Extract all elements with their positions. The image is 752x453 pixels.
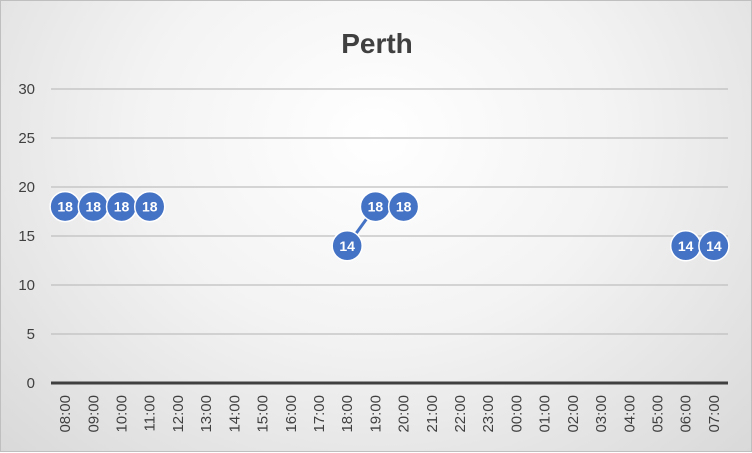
x-tick-label: 19:00: [367, 395, 384, 433]
x-tick-label: 05:00: [649, 395, 666, 433]
gridlines: [51, 88, 728, 335]
data-point-marker: [387, 190, 420, 223]
x-tick-label: 02:00: [565, 395, 582, 433]
data-point: 14: [698, 230, 730, 262]
x-tick-label: 07:00: [706, 395, 723, 433]
x-tick-label: 12:00: [170, 395, 187, 433]
x-tick-label: 17:00: [311, 395, 328, 433]
data-label: 18: [396, 199, 412, 215]
data-label: 14: [678, 238, 694, 254]
data-point: 14: [669, 230, 702, 262]
x-tick-label: 21:00: [424, 395, 441, 433]
data-label: 18: [114, 199, 130, 215]
x-tick-label: 18:00: [339, 395, 356, 433]
y-axis: 0 5 10 15 20 25 30: [18, 81, 35, 392]
data-point: 18: [359, 190, 392, 223]
data-label: 14: [339, 238, 355, 254]
x-tick-label: 11:00: [142, 395, 159, 431]
data-label: 18: [86, 199, 102, 215]
y-tick-label: 5: [27, 326, 35, 343]
x-tick-label: 16:00: [283, 395, 300, 433]
data-point-marker: [133, 190, 166, 223]
data-point: 18: [77, 190, 110, 223]
x-tick-label: 13:00: [198, 395, 215, 433]
x-tick-label: 10:00: [114, 395, 131, 433]
data-point: 18: [105, 190, 138, 223]
x-tick-label: 20:00: [396, 395, 413, 433]
data-point: 18: [49, 190, 81, 223]
x-tick-label: 03:00: [593, 395, 610, 433]
data-point: 18: [133, 190, 166, 223]
data-point-marker: [331, 230, 363, 262]
y-tick-label: 15: [18, 228, 35, 245]
data-label: 18: [142, 199, 158, 215]
x-tick-label: 22:00: [452, 395, 469, 433]
x-tick-label: 01:00: [537, 395, 554, 433]
x-tick-label: 04:00: [621, 395, 638, 433]
x-tick-label: 15:00: [255, 395, 272, 433]
y-tick-label: 25: [18, 130, 35, 147]
data-label: 18: [57, 199, 73, 215]
data-point: 14: [331, 230, 363, 262]
x-tick-label: 08:00: [57, 395, 74, 433]
x-tick-label: 06:00: [678, 395, 695, 433]
data-label: 14: [706, 238, 722, 254]
data-markers: 18 18 18 18 14 18 18 14 14: [49, 190, 730, 262]
y-tick-label: 0: [27, 375, 35, 392]
x-tick-label: 14:00: [226, 395, 243, 433]
x-tick-label: 00:00: [508, 395, 525, 433]
chart-title: Perth: [341, 28, 413, 59]
y-tick-label: 30: [18, 81, 35, 98]
data-point-marker: [698, 230, 730, 262]
y-tick-label: 20: [18, 179, 35, 196]
x-tick-label: 09:00: [85, 395, 102, 433]
x-axis: 08:00 09:00 10:00 11:00 12:00 13:00 14:00 15:00…: [51, 381, 728, 433]
x-tick-label: 23:00: [480, 395, 497, 433]
data-point: 18: [387, 190, 420, 223]
y-tick-label: 10: [18, 277, 35, 294]
data-label: 18: [368, 199, 384, 215]
